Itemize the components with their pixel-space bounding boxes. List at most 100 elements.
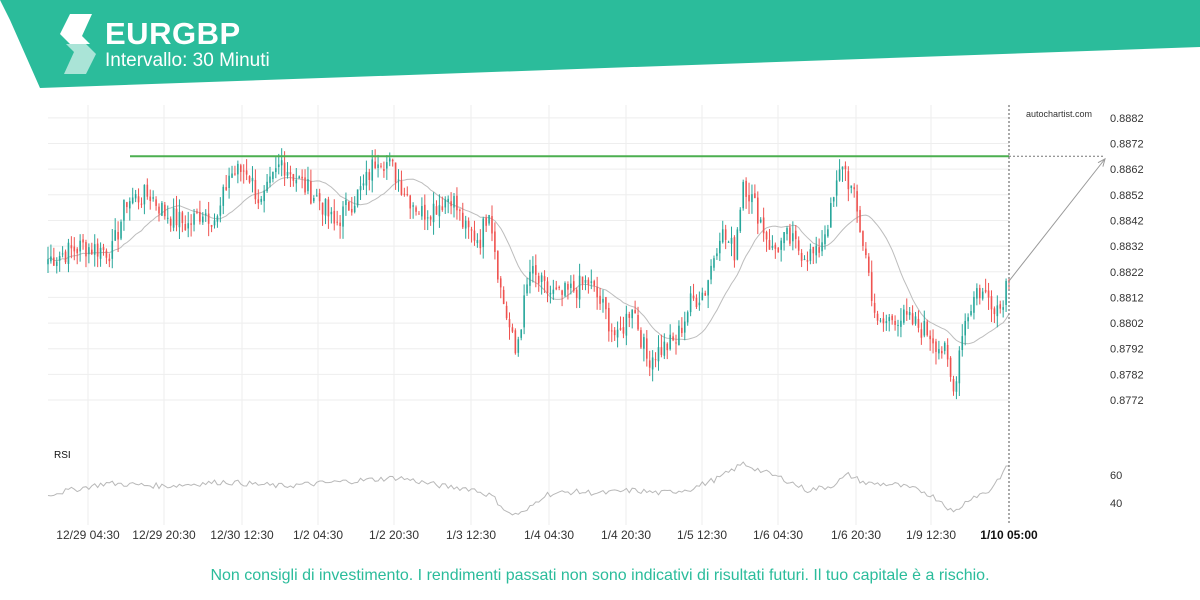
candle-body — [555, 287, 558, 290]
candle-body — [397, 179, 400, 181]
candle-body — [628, 314, 631, 318]
y-tick-label: 0.8802 — [1110, 318, 1144, 330]
x-last-time-label: 1/10 05:00 — [980, 528, 1038, 542]
candle-body — [93, 244, 96, 255]
autochartist-s-logo-icon — [60, 14, 96, 74]
candle-body — [181, 212, 184, 224]
resistance-level-group — [130, 155, 1106, 282]
candle-body — [336, 221, 338, 223]
candle-body — [850, 185, 853, 188]
candle-body — [812, 246, 815, 254]
candle-body — [315, 195, 318, 197]
candle-body — [272, 171, 274, 180]
candle-body — [99, 247, 102, 259]
candle-body — [418, 213, 420, 215]
candle-body — [225, 187, 227, 190]
candle-body — [117, 231, 119, 240]
candle-body — [58, 255, 61, 261]
candle-body — [935, 341, 937, 352]
candle-body — [502, 289, 505, 304]
candle-body — [695, 297, 698, 307]
candle-body — [587, 279, 590, 285]
candle-body — [818, 247, 820, 253]
candle-body — [511, 327, 514, 332]
candle-body — [383, 169, 385, 171]
candle-body — [202, 216, 204, 223]
candle-body — [958, 350, 961, 384]
candle-body — [549, 292, 552, 295]
candle-body — [380, 165, 382, 167]
candle-body — [754, 193, 756, 198]
candle-body — [567, 283, 569, 290]
candle-body — [678, 325, 680, 346]
candle-body — [491, 216, 493, 234]
chart-symbol-title: EURGBP — [105, 16, 241, 51]
candle-body — [926, 321, 929, 336]
candle-body — [745, 180, 747, 197]
candle-body — [981, 291, 984, 299]
candle-body — [450, 201, 452, 207]
candle-body — [739, 209, 742, 232]
projection-arrow-line — [1008, 158, 1106, 282]
candle-body — [949, 357, 952, 377]
candle-body — [932, 338, 934, 344]
candle-body — [578, 275, 581, 300]
candle-body — [164, 204, 166, 217]
candle-body — [543, 276, 546, 281]
x-tick-label: 12/29 04:30 — [56, 528, 120, 542]
candle-body — [169, 218, 172, 226]
candle-body — [388, 158, 391, 162]
candle-body — [961, 336, 964, 351]
candle-body — [517, 339, 520, 353]
candle-body — [131, 197, 134, 204]
candle-body — [590, 281, 593, 283]
candle-body — [973, 296, 975, 313]
candle-body — [324, 198, 327, 216]
candle-body — [140, 203, 143, 205]
candle-body — [634, 310, 636, 314]
candle-body — [987, 290, 990, 298]
candle-body — [908, 311, 911, 316]
candle-body — [698, 302, 701, 306]
candle-body — [356, 189, 359, 206]
watermark-label: autochartist.com — [1026, 109, 1092, 119]
candle-body — [529, 271, 531, 286]
y-tick-label: 0.8792 — [1110, 344, 1144, 356]
timeframe-subtitle: Intervallo: 30 Minuti — [105, 50, 270, 71]
candle-body — [412, 205, 414, 207]
candle-body — [631, 309, 633, 319]
candle-body — [421, 206, 423, 217]
candle-body — [102, 247, 105, 250]
candle-body — [295, 179, 298, 184]
candle-body — [280, 160, 283, 166]
candle-body — [640, 330, 642, 348]
candle-body — [365, 171, 368, 186]
candle-body — [838, 169, 841, 181]
candle-body — [683, 321, 686, 333]
candle-body — [263, 190, 265, 202]
candle-body — [213, 220, 216, 226]
candle-body — [488, 215, 490, 224]
candle-body — [251, 177, 254, 182]
candle-body — [178, 211, 181, 228]
candle-body — [237, 163, 239, 175]
candle-body — [841, 166, 844, 170]
candle-body — [914, 316, 917, 324]
y-tick-label: 0.8832 — [1110, 241, 1144, 253]
candle-body — [730, 237, 733, 244]
candle-body — [222, 186, 225, 206]
candle-body — [716, 253, 718, 257]
candle-body — [917, 318, 920, 328]
candle-body — [809, 249, 812, 261]
moving-average-path — [47, 177, 1010, 345]
candle-body — [114, 230, 116, 241]
candle-body — [669, 334, 671, 350]
candle-body — [713, 258, 715, 268]
candle-body — [88, 247, 90, 255]
candle-body — [920, 329, 923, 338]
candle-body — [815, 245, 818, 256]
candle-body — [184, 224, 187, 231]
x-tick-label: 1/2 20:30 — [369, 528, 419, 542]
candle-body — [681, 327, 683, 334]
candle-body — [736, 229, 739, 260]
